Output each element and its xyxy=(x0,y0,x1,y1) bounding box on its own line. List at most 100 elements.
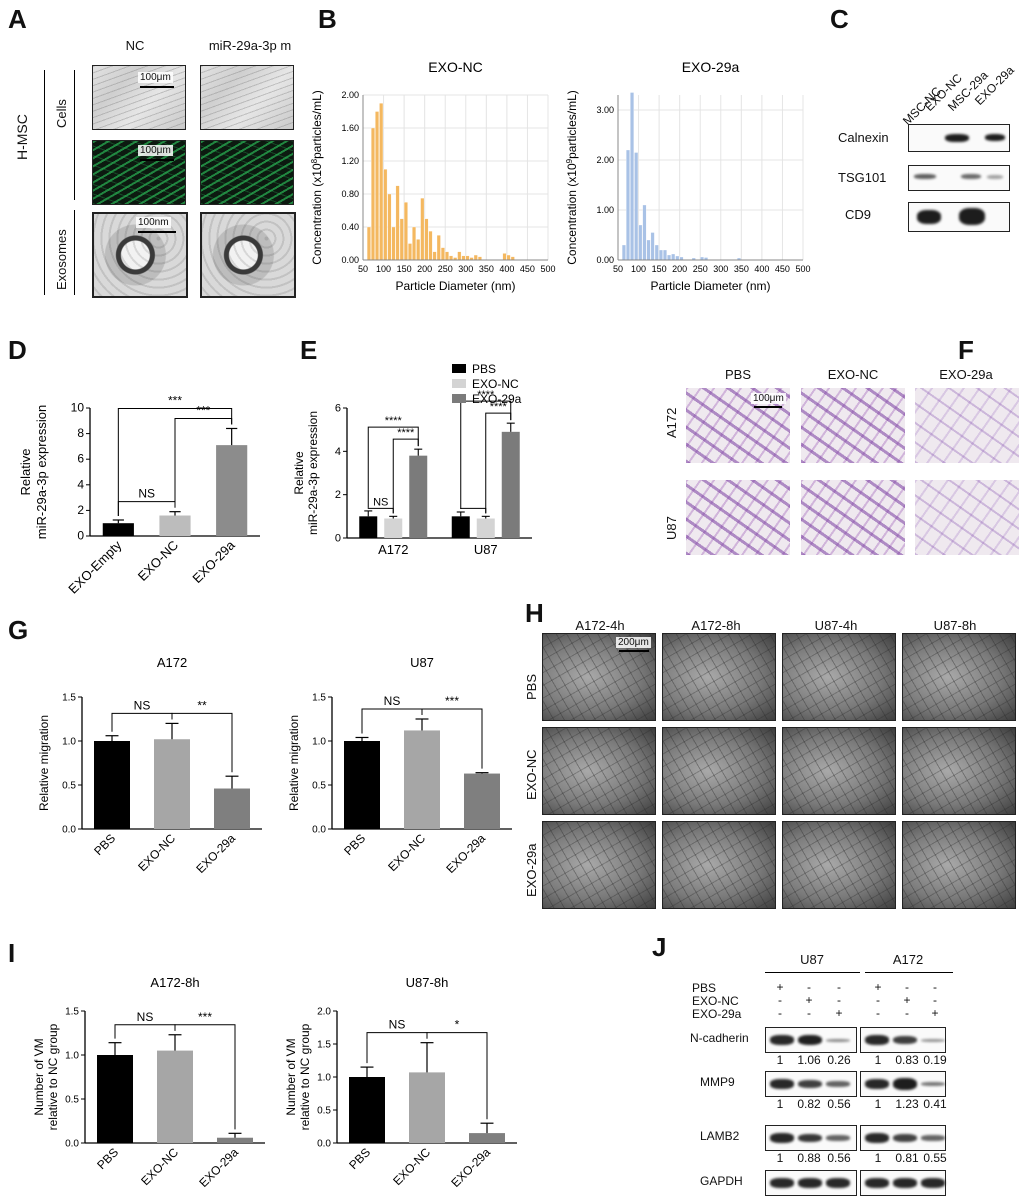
panel-letter-c: C xyxy=(830,4,849,34)
y-axis-label-part: 8 xyxy=(310,158,319,163)
bar xyxy=(501,431,520,538)
significance-bracket xyxy=(117,407,233,516)
bar xyxy=(94,741,130,829)
band xyxy=(770,1079,794,1089)
histogram-bar xyxy=(420,197,425,261)
band xyxy=(865,1133,889,1143)
significance-label: **** xyxy=(477,389,495,401)
y-tick-label: 0.5 xyxy=(312,781,326,792)
band xyxy=(914,174,936,179)
histogram-bar xyxy=(387,193,392,261)
significance-label: NS xyxy=(389,1018,406,1032)
x-tick-label: A172 xyxy=(378,542,408,557)
band xyxy=(893,1035,917,1045)
histogram-bar xyxy=(642,204,647,261)
histogram-bar xyxy=(667,254,671,261)
panel-h-col-0: A172-4h xyxy=(575,618,625,633)
treatment-label: PBS xyxy=(692,981,717,995)
vm-pbs-a172-8h xyxy=(662,633,776,721)
bar xyxy=(349,1077,385,1143)
band xyxy=(961,174,981,179)
bar xyxy=(469,1133,505,1143)
bar xyxy=(157,1050,193,1143)
vm-exo-29a-a172-8h xyxy=(662,821,776,909)
y-axis-label-part: 9 xyxy=(565,158,574,163)
bar-chart-g-u87: U87 0.0 0.5 1.0 1.5 PBS EXO-NC EXO-29a NS *** Rela… xyxy=(287,655,512,876)
blot-lamb2 xyxy=(860,1125,946,1151)
y-tick-label: 4 xyxy=(77,477,84,491)
vm-exo-nc-u87-8h xyxy=(902,727,1016,815)
histogram-bar xyxy=(395,185,400,261)
y-tick-label: 1.0 xyxy=(312,737,326,748)
treatment-mark: - xyxy=(778,1006,782,1020)
bar xyxy=(159,515,191,536)
significance-label: NS xyxy=(134,698,151,712)
band xyxy=(798,1178,822,1188)
band xyxy=(893,1178,917,1188)
x-tick-label: EXO-29a xyxy=(443,831,488,876)
bar xyxy=(451,516,470,538)
histogram-bar xyxy=(399,218,404,261)
histogram-bar xyxy=(658,249,663,261)
panel-h-row-2: EXO-29a xyxy=(524,843,539,897)
histogram-bar xyxy=(626,149,630,261)
histogram-bar xyxy=(391,226,396,261)
y-axis-label-line: relative to NC group xyxy=(298,1023,312,1130)
x-tick-label: U87 xyxy=(474,542,498,557)
treatment-mark: - xyxy=(905,980,909,994)
marker-tsg101: TSG101 xyxy=(838,170,887,185)
significance-bracket xyxy=(117,501,176,516)
x-tick-label: PBS xyxy=(346,1145,373,1172)
y-axis-label: Concentration (x109particles/mL) xyxy=(565,90,580,265)
vm-exo-29a-u87-4h xyxy=(782,821,896,909)
bar-chart-d: 0 2 4 6 8 10 EXO-Empty EXO-NC EXO-29a NS *** *** Rel… xyxy=(18,393,260,597)
blot-lamb2 xyxy=(765,1125,857,1151)
y-tick-label: 1.0 xyxy=(65,1051,79,1062)
blot-mmp9 xyxy=(860,1071,946,1097)
transwell-u87-exo-nc xyxy=(801,480,905,555)
band xyxy=(798,1133,822,1143)
legend-swatch xyxy=(452,364,466,373)
significance-label: NS xyxy=(137,1010,154,1024)
vm-exo-nc-a172-4h xyxy=(542,727,656,815)
blot-tsg101 xyxy=(908,165,1010,191)
significance-label: *** xyxy=(168,393,182,407)
treatment-mark: + xyxy=(776,980,784,994)
scale-bar-cells xyxy=(140,86,174,88)
scale-bar-fluo xyxy=(140,159,174,161)
significance-bracket xyxy=(114,1024,176,1039)
x-tick-label: EXO-NC xyxy=(385,831,428,874)
y-axis-label-part: particles/mL) xyxy=(310,90,324,159)
x-tick-label: 500 xyxy=(795,264,810,274)
chart-title: EXO-29a xyxy=(682,59,740,75)
y-axis-label-part: Concentration (x10 xyxy=(310,163,324,265)
significance-label: **** xyxy=(397,427,415,439)
significance-label: ** xyxy=(197,698,207,712)
protein-label: MMP9 xyxy=(700,1075,735,1089)
panel-f-row-u87: U87 xyxy=(664,516,679,540)
bar xyxy=(97,1055,133,1143)
significance-label: *** xyxy=(196,403,210,417)
marker-cd9: CD9 xyxy=(845,207,872,222)
y-axis-label: Relative migration xyxy=(287,715,301,811)
protein-label: LAMB2 xyxy=(700,1129,740,1143)
band xyxy=(921,1081,945,1087)
chart-title: U87-8h xyxy=(406,975,449,990)
band xyxy=(865,1178,889,1188)
y-axis-label: Number of VMrelative to NC group xyxy=(284,1023,312,1130)
x-tick-label: 50 xyxy=(613,264,623,274)
panel-h-scale-bar xyxy=(619,650,649,652)
blot-gapdh xyxy=(860,1170,946,1196)
band xyxy=(921,1178,945,1188)
x-axis-label: Particle Diameter (nm) xyxy=(395,279,515,293)
panel-letter-b: B xyxy=(318,4,337,34)
panel-a-group-line xyxy=(44,70,45,295)
band xyxy=(798,1034,822,1046)
y-axis-label-line: Relative migration xyxy=(37,715,51,811)
significance-label: NS xyxy=(384,694,401,708)
y-axis-label: Concentration (x108particles/mL) xyxy=(310,90,325,265)
histogram-bar xyxy=(449,255,453,261)
y-tick-label: 8 xyxy=(77,426,84,440)
y-tick-label: 2.00 xyxy=(596,155,614,165)
chart-title: A172-8h xyxy=(150,975,199,990)
